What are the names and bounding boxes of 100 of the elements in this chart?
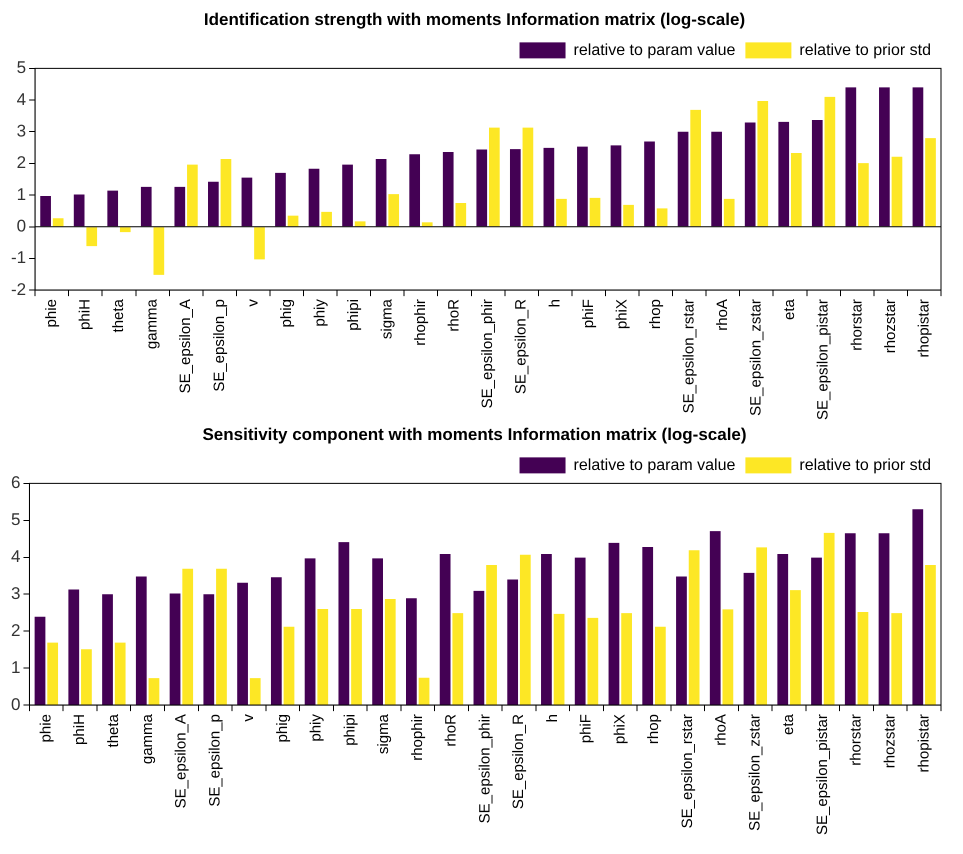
bar xyxy=(892,156,902,226)
bar xyxy=(354,221,366,226)
x-tick-label: rhophir xyxy=(412,299,430,346)
bar xyxy=(724,198,735,226)
y-tick-label: -2 xyxy=(10,280,26,299)
bar xyxy=(81,649,92,705)
x-tick-label: phiF xyxy=(580,299,597,328)
y-tick-label: 4 xyxy=(10,546,20,566)
bar xyxy=(912,87,924,226)
x-tick-label: phie xyxy=(37,714,54,742)
bar xyxy=(203,594,214,705)
bar xyxy=(520,554,531,705)
x-tick-label: rhopistar xyxy=(915,714,932,772)
x-tick-label: v xyxy=(240,714,258,722)
bar xyxy=(406,598,417,705)
bar xyxy=(811,558,822,705)
x-tick-label: phie xyxy=(43,299,60,328)
x-tick-label: gamma xyxy=(138,713,156,764)
x-tick-label: rhoR xyxy=(446,298,463,332)
bar xyxy=(676,576,687,705)
bar xyxy=(47,642,58,705)
y-tick-label: 5 xyxy=(10,510,20,530)
bar xyxy=(812,120,823,226)
x-tick-label: sigma xyxy=(378,298,396,340)
bar xyxy=(621,613,632,705)
x-tick-label: SE_epsilon_A xyxy=(177,299,194,394)
bar xyxy=(476,149,488,226)
x-tick-label: eta xyxy=(780,713,798,735)
bar xyxy=(608,542,620,705)
bar xyxy=(845,87,856,226)
bar xyxy=(52,218,64,226)
bar xyxy=(744,572,754,705)
bar xyxy=(678,132,688,226)
y-tick-label: 6 xyxy=(10,473,20,492)
bar xyxy=(544,148,554,226)
bar xyxy=(384,599,396,705)
x-tick-label: phipi xyxy=(344,299,362,331)
y-tick-label: 4 xyxy=(16,90,26,109)
bar xyxy=(656,208,668,226)
x-tick-label: rhopistar xyxy=(915,299,932,358)
bar xyxy=(858,163,869,226)
x-tick-label: phig xyxy=(274,714,291,742)
bar xyxy=(250,678,261,705)
x-tick-label: SE_epsilon_p xyxy=(206,714,224,807)
bar xyxy=(878,533,890,705)
x-tick-label: SE_epsilon_zstar xyxy=(746,714,764,831)
bar xyxy=(208,182,219,226)
bar xyxy=(242,178,252,226)
bar xyxy=(270,577,282,705)
bar xyxy=(254,227,265,260)
chart-title: Identification strength with moments Information matrix (log-scale) xyxy=(204,10,746,29)
x-tick-label: SE_epsilon_p xyxy=(210,299,228,392)
x-tick-label: phiH xyxy=(76,299,94,330)
bar xyxy=(452,613,464,705)
bar xyxy=(711,132,722,226)
chart-title: Sensitivity component with moments Information matrix (log-scale) xyxy=(202,424,747,444)
bar xyxy=(790,152,802,226)
bar xyxy=(556,198,567,226)
bar xyxy=(182,568,194,705)
bar xyxy=(642,546,654,705)
bar xyxy=(342,164,353,226)
bar xyxy=(74,194,84,226)
y-tick-label: 1 xyxy=(10,658,20,677)
bar xyxy=(40,196,51,226)
bar xyxy=(644,142,655,226)
x-tick-label: SE_epsilon_phir xyxy=(476,714,494,824)
bar xyxy=(170,594,180,705)
x-tick-label: SE_epsilon_pistar xyxy=(814,299,832,420)
bar xyxy=(510,149,521,226)
bar xyxy=(554,614,564,705)
bar xyxy=(388,194,400,226)
bar xyxy=(153,227,164,275)
x-tick-label: phig xyxy=(278,299,295,328)
bar xyxy=(688,550,700,705)
bar xyxy=(275,172,286,226)
bar xyxy=(140,186,152,226)
bar xyxy=(824,532,835,705)
bar xyxy=(216,568,227,705)
bar xyxy=(891,613,902,705)
bar xyxy=(507,579,518,705)
x-tick-label: eta xyxy=(781,298,798,320)
y-tick-label: 5 xyxy=(16,58,26,78)
bar xyxy=(455,203,466,226)
x-tick-label: theta xyxy=(110,298,128,332)
legend-label: relative to param value xyxy=(574,456,736,474)
bar xyxy=(372,558,383,705)
x-tick-label: rhop xyxy=(645,714,662,744)
y-tick-label: 1 xyxy=(16,184,26,204)
x-tick-label: rhophir xyxy=(408,714,426,761)
y-tick-label: 3 xyxy=(10,584,20,603)
bar xyxy=(541,554,552,705)
bar xyxy=(422,222,433,226)
bar xyxy=(912,509,924,705)
bar xyxy=(710,531,721,705)
x-tick-label: SE_epsilon_A xyxy=(172,714,190,808)
bar xyxy=(925,138,936,226)
bar xyxy=(148,678,160,705)
bar xyxy=(442,152,454,226)
bar xyxy=(577,146,588,226)
bar xyxy=(304,558,316,705)
